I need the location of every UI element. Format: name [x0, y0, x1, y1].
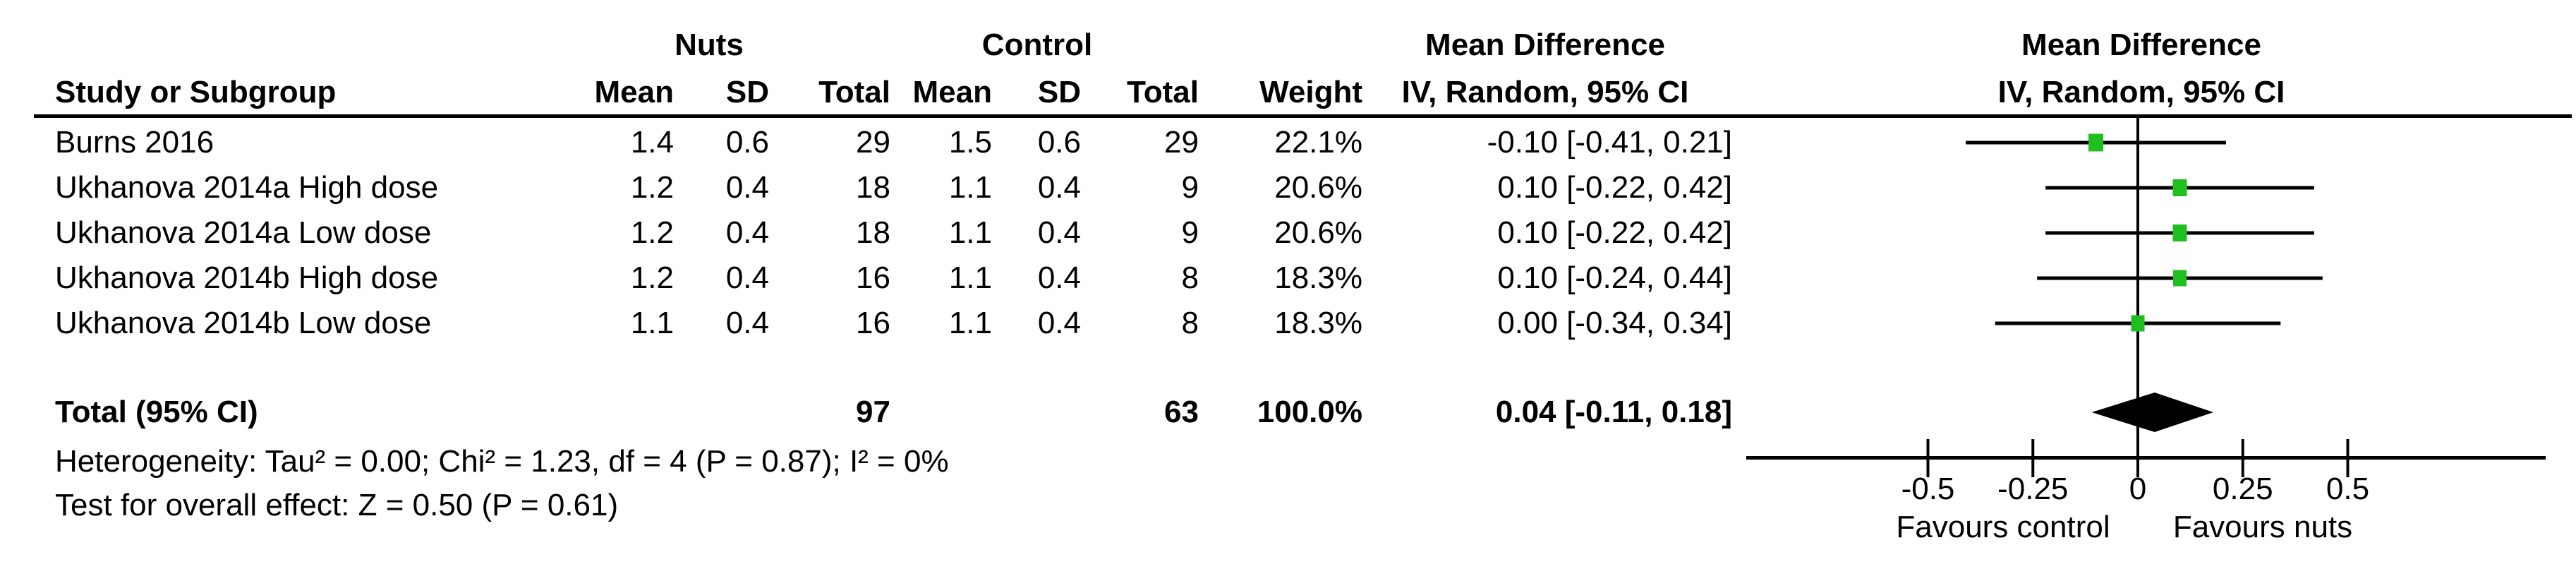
md-label-cell: -0.10 [-0.41, 0.21]	[1487, 125, 1732, 160]
axis-line	[1746, 456, 2546, 460]
control-mean-cell: 1.1	[948, 260, 992, 295]
nuts-sd-cell: 0.4	[725, 215, 769, 250]
column-header-control-total: Total	[1127, 75, 1199, 109]
control-sd-cell: 0.4	[1037, 306, 1081, 340]
column-header-weight: Weight	[1259, 75, 1362, 109]
nuts-mean-cell: 1.2	[630, 260, 674, 295]
group-header-experimental: Nuts	[675, 28, 744, 62]
nuts-sd-cell: 0.4	[725, 170, 769, 205]
column-header-nuts-mean: Mean	[594, 75, 674, 109]
total-weight: 100.0%	[1257, 395, 1362, 429]
column-header-control-sd: SD	[1037, 75, 1081, 109]
method-header-plot: IV, Random, 95% CI	[1997, 75, 2285, 109]
control-mean-cell: 1.5	[948, 125, 992, 160]
axis-tick-label: 0	[2129, 472, 2147, 506]
control-sd-cell: 0.4	[1037, 215, 1081, 250]
weight-cell: 18.3%	[1274, 260, 1362, 295]
study-label: Ukhanova 2014b Low dose	[55, 306, 432, 340]
effect-marker	[2173, 270, 2187, 287]
total-control-total: 63	[1164, 395, 1199, 429]
weight-cell: 20.6%	[1274, 170, 1362, 205]
total-md-value: 0.04 [-0.11, 0.18]	[1495, 395, 1732, 429]
effect-header-table: Mean Difference	[1425, 28, 1665, 62]
weight-cell: 20.6%	[1274, 215, 1362, 250]
summary-diamond	[2091, 393, 2214, 432]
control-sd-cell: 0.4	[1037, 260, 1081, 295]
total-nuts-total: 97	[856, 395, 890, 429]
axis-tick-label: -0.5	[1901, 472, 1955, 506]
nuts-mean-cell: 1.2	[630, 170, 674, 205]
favours-left-label: Favours control	[1896, 510, 2110, 544]
control-sd-cell: 0.6	[1037, 125, 1081, 160]
md-label-cell: 0.00 [-0.34, 0.34]	[1497, 306, 1732, 340]
nuts-total-cell: 16	[856, 306, 890, 340]
column-header-study: Study or Subgroup	[55, 75, 337, 109]
column-header-control-mean: Mean	[912, 75, 992, 109]
control-mean-cell: 1.1	[948, 215, 992, 250]
nuts-sd-cell: 0.6	[725, 125, 769, 160]
nuts-total-cell: 29	[856, 125, 890, 160]
axis-tick-label: -0.25	[1997, 472, 2069, 506]
control-total-cell: 29	[1164, 125, 1199, 160]
control-total-cell: 9	[1181, 170, 1199, 205]
control-mean-cell: 1.1	[948, 306, 992, 340]
md-label-cell: 0.10 [-0.22, 0.42]	[1497, 215, 1732, 250]
md-label-cell: 0.10 [-0.22, 0.42]	[1497, 170, 1732, 205]
axis-tick-label: 0.25	[2212, 472, 2273, 506]
effect-header-plot: Mean Difference	[2021, 28, 2261, 62]
header-rule	[34, 114, 2572, 118]
study-label: Ukhanova 2014a Low dose	[55, 215, 432, 250]
md-label-cell: 0.10 [-0.24, 0.44]	[1497, 260, 1732, 295]
nuts-mean-cell: 1.4	[630, 125, 674, 160]
column-header-nuts-sd: SD	[725, 75, 769, 109]
nuts-sd-cell: 0.4	[725, 306, 769, 340]
total-label: Total (95% CI)	[55, 395, 258, 429]
study-label: Ukhanova 2014b High dose	[55, 260, 439, 295]
effect-marker	[2172, 224, 2187, 241]
control-sd-cell: 0.4	[1037, 170, 1081, 205]
heterogeneity-note: Heterogeneity: Tau² = 0.00; Chi² = 1.23,…	[55, 444, 949, 479]
favours-right-label: Favours nuts	[2172, 510, 2353, 544]
control-total-cell: 8	[1181, 306, 1199, 340]
effect-marker	[2131, 315, 2145, 332]
control-mean-cell: 1.1	[948, 170, 992, 205]
control-total-cell: 9	[1181, 215, 1199, 250]
nuts-total-cell: 16	[856, 260, 890, 295]
axis-tick-label: 0.5	[2326, 472, 2370, 506]
study-label: Burns 2016	[55, 125, 214, 160]
study-label: Ukhanova 2014a High dose	[55, 170, 439, 205]
effect-marker	[2172, 179, 2187, 196]
overall-effect-note: Test for overall effect: Z = 0.50 (P = 0…	[55, 488, 619, 522]
nuts-total-cell: 18	[856, 215, 890, 250]
weight-cell: 18.3%	[1274, 306, 1362, 340]
column-header-nuts-total: Total	[818, 75, 890, 109]
group-header-control: Control	[981, 28, 1093, 62]
weight-cell: 22.1%	[1274, 125, 1362, 160]
nuts-sd-cell: 0.4	[725, 260, 769, 295]
method-header-table: IV, Random, 95% CI	[1401, 75, 1689, 109]
nuts-mean-cell: 1.1	[630, 306, 674, 340]
effect-marker	[2088, 133, 2103, 152]
nuts-mean-cell: 1.2	[630, 215, 674, 250]
control-total-cell: 8	[1181, 260, 1199, 295]
nuts-total-cell: 18	[856, 170, 890, 205]
